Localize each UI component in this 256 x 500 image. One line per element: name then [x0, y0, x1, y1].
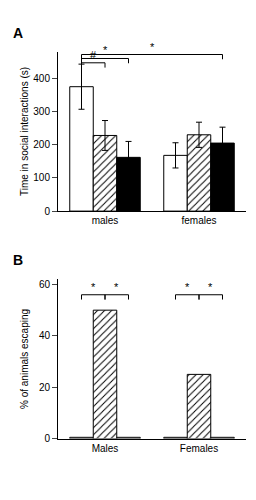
svg-text:*: *	[150, 41, 155, 53]
svg-text:% of animals escaping: % of animals escaping	[19, 309, 30, 409]
svg-text:100: 100	[33, 172, 50, 183]
svg-text:Time in social interactions (s: Time in social interactions (s)	[19, 67, 30, 196]
svg-text:B: B	[13, 252, 23, 268]
svg-text:60: 60	[39, 279, 51, 290]
svg-text:Males: Males	[92, 443, 119, 454]
svg-text:females: females	[181, 215, 216, 226]
svg-text:*: *	[185, 281, 190, 293]
svg-text:0: 0	[44, 206, 50, 217]
svg-text:300: 300	[33, 106, 50, 117]
svg-text:males: males	[92, 215, 119, 226]
svg-text:*: *	[208, 281, 213, 293]
svg-text:400: 400	[33, 73, 50, 84]
svg-text:40: 40	[39, 330, 51, 341]
svg-text:200: 200	[33, 139, 50, 150]
svg-text:A: A	[13, 25, 23, 41]
svg-text:*: *	[103, 44, 108, 56]
svg-text:Females: Females	[180, 443, 218, 454]
svg-text:#: #	[90, 49, 97, 61]
svg-text:*: *	[114, 281, 119, 293]
svg-text:*: *	[91, 281, 96, 293]
svg-text:0: 0	[44, 433, 50, 444]
svg-text:20: 20	[39, 382, 51, 393]
